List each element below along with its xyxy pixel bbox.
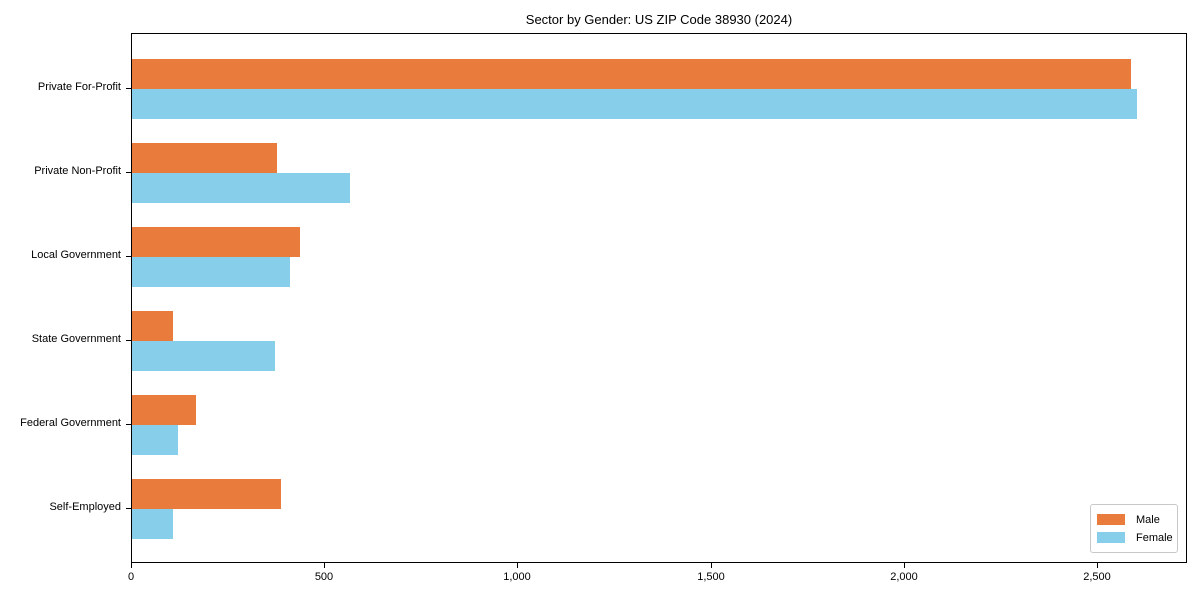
- y-tick-local-government: [126, 256, 131, 257]
- x-tick-500: [324, 563, 325, 568]
- y-label-private-non-profit: Private Non-Profit: [34, 165, 121, 177]
- x-label-2-000: 2,000: [890, 571, 918, 583]
- plot-area: [131, 33, 1187, 563]
- bar-female-federal-government: [132, 425, 178, 455]
- x-tick-1-000: [517, 563, 518, 568]
- bar-male-local-government: [132, 227, 300, 257]
- x-label-2-500: 2,500: [1083, 571, 1111, 583]
- bar-female-self-employed: [132, 509, 173, 539]
- y-label-self-employed: Self-Employed: [49, 501, 121, 513]
- bar-male-federal-government: [132, 395, 196, 425]
- legend-swatch-male-icon: [1097, 514, 1125, 525]
- bar-male-private-non-profit: [132, 143, 277, 173]
- legend-label-male: Male: [1136, 513, 1160, 526]
- y-label-federal-government: Federal Government: [20, 417, 121, 429]
- x-label-500: 500: [314, 571, 334, 583]
- x-tick-0: [131, 563, 132, 568]
- y-tick-federal-government: [126, 424, 131, 425]
- y-label-state-government: State Government: [31, 333, 121, 345]
- bar-female-state-government: [132, 341, 275, 371]
- legend-swatch-female-icon: [1097, 532, 1125, 543]
- bar-male-self-employed: [132, 479, 281, 509]
- y-tick-private-non-profit: [126, 172, 131, 173]
- y-tick-state-government: [126, 340, 131, 341]
- y-tick-self-employed: [126, 508, 131, 509]
- y-label-private-for-profit: Private For-Profit: [37, 81, 121, 93]
- y-tick-private-for-profit: [126, 88, 131, 89]
- legend-item-male: Male: [1097, 513, 1171, 527]
- x-tick-1-500: [711, 563, 712, 568]
- bar-male-private-for-profit: [132, 59, 1131, 89]
- x-label-1-500: 1,500: [697, 571, 725, 583]
- bar-male-state-government: [132, 311, 173, 341]
- x-tick-2-500: [1097, 563, 1098, 568]
- bar-female-private-for-profit: [132, 89, 1137, 119]
- bar-female-local-government: [132, 257, 290, 287]
- legend: Male Female: [1090, 504, 1178, 553]
- x-tick-2-000: [904, 563, 905, 568]
- y-label-local-government: Local Government: [31, 249, 121, 261]
- bar-female-private-non-profit: [132, 173, 350, 203]
- x-label-0: 0: [127, 571, 135, 583]
- legend-label-female: Female: [1136, 531, 1173, 544]
- chart-title: Sector by Gender: US ZIP Code 38930 (202…: [525, 12, 793, 27]
- x-label-1-000: 1,000: [503, 571, 531, 583]
- legend-item-female: Female: [1097, 531, 1173, 545]
